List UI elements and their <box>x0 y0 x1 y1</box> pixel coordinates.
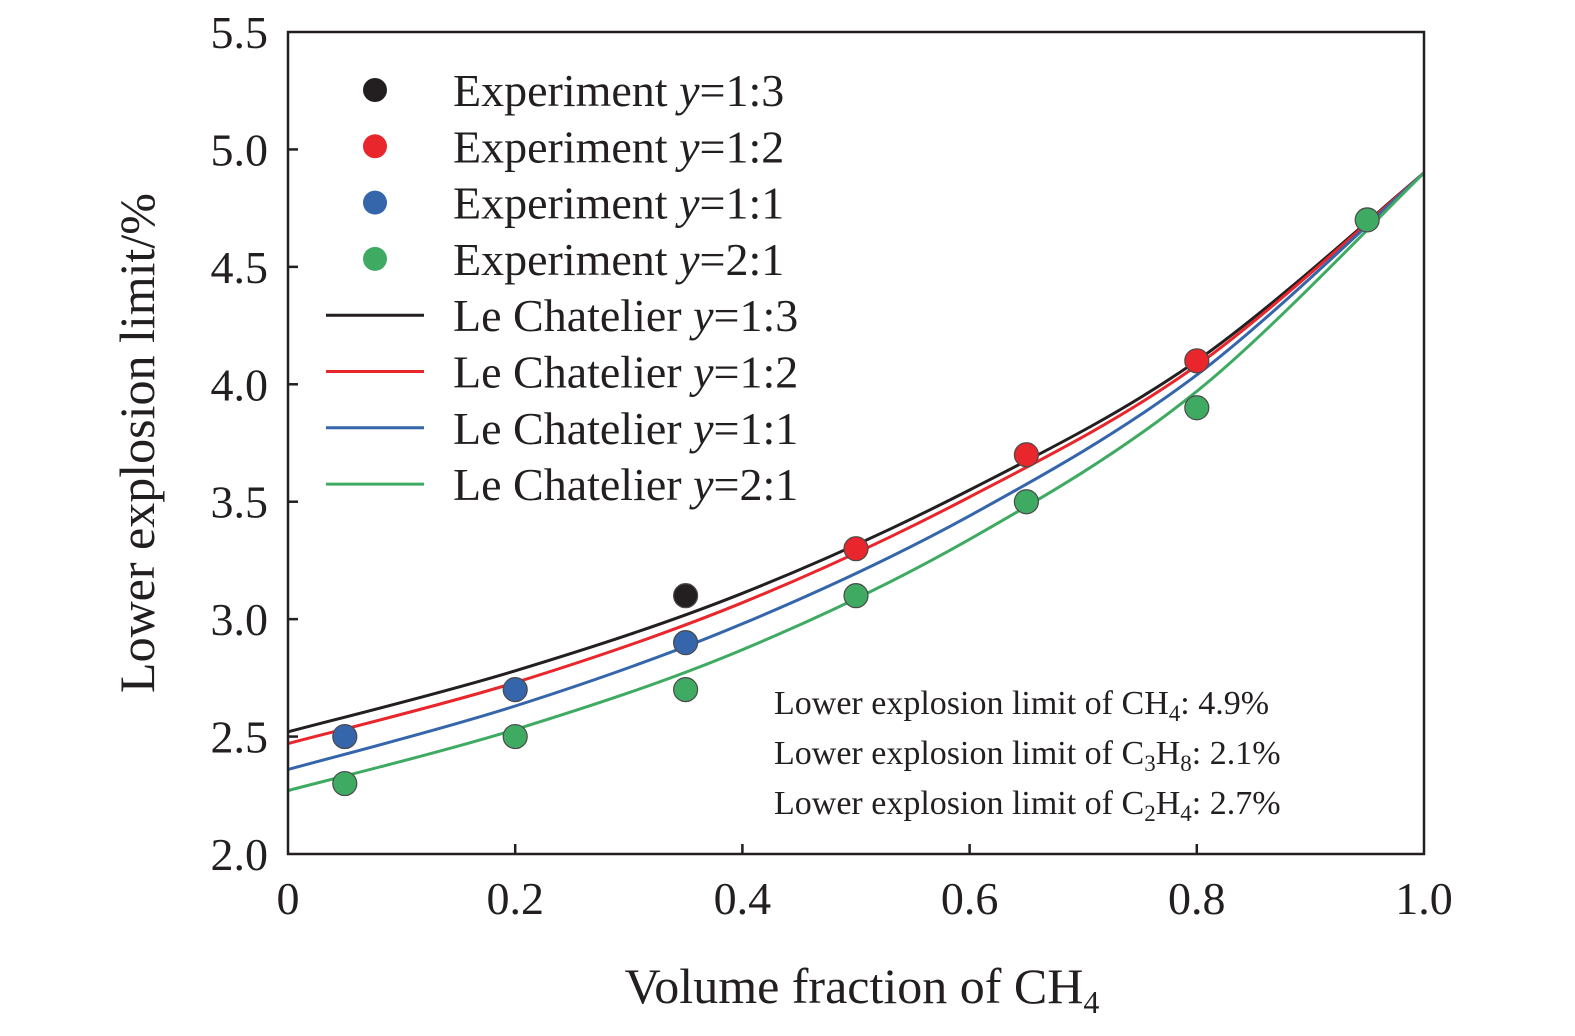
annotation-formula: H <box>1156 785 1181 822</box>
annotation-subscript: 4 <box>1180 801 1192 826</box>
legend-label: Le Chatelier y=2:1 <box>453 459 798 510</box>
legend-label-prefix: Experiment <box>453 178 679 229</box>
legend-label-ratio: =1:3 <box>700 65 785 116</box>
data-point <box>1184 395 1210 421</box>
data-point <box>843 583 869 609</box>
y-tick-label: 3.5 <box>211 477 269 528</box>
y-tick-label: 4.0 <box>211 359 269 410</box>
legend-label-variable: y <box>675 234 700 285</box>
data-point <box>843 536 869 562</box>
legend-label: Le Chatelier y=1:3 <box>453 290 798 341</box>
x-tick-label: 0.8 <box>1168 873 1226 924</box>
legend-marker <box>363 78 387 102</box>
legend-label-prefix: Le Chatelier <box>453 459 693 510</box>
legend-label-ratio: =1:1 <box>714 403 799 454</box>
annotation-prefix: Lower explosion limit of <box>774 735 1122 772</box>
y-tick-label: 3.0 <box>211 594 269 645</box>
annotation-suffix: : 2.1% <box>1192 735 1281 772</box>
legend-label: Experiment y=2:1 <box>453 234 784 285</box>
legend-label: Le Chatelier y=1:1 <box>453 403 798 454</box>
legend-label: Experiment y=1:2 <box>453 121 784 172</box>
data-point <box>672 583 699 609</box>
x-tick-label: 1.0 <box>1395 873 1453 924</box>
x-tick-label: 0.2 <box>486 873 544 924</box>
data-point <box>672 630 699 656</box>
annotation-subscript: 4 <box>1169 701 1181 726</box>
annotation-subscript: 2 <box>1144 801 1156 826</box>
annotation-prefix: Lower explosion limit of <box>774 685 1122 722</box>
model-curve <box>287 171 1425 771</box>
plot-frame <box>286 30 1426 856</box>
legend-label-ratio: =2:1 <box>714 459 799 510</box>
annotation-suffix: : 4.9% <box>1180 685 1269 722</box>
annotation-line: Lower explosion limit of C3H8: 2.1% <box>774 735 1281 776</box>
legend-label-variable: y <box>689 290 714 341</box>
x-axis-title-subscript: 4 <box>1083 984 1099 1020</box>
legend-label: Experiment y=1:1 <box>453 178 784 229</box>
data-point <box>502 676 528 703</box>
annotation-formula: C <box>1122 785 1145 822</box>
legend-label-prefix: Experiment <box>453 121 679 172</box>
annotation-formula: C <box>1122 735 1145 772</box>
legend-label-ratio: =1:1 <box>700 178 785 229</box>
data-point <box>502 723 528 750</box>
legend-label-ratio: =2:1 <box>700 234 785 285</box>
y-tick-label: 2.5 <box>211 712 269 763</box>
legend-label-prefix: Experiment <box>453 65 679 116</box>
legend-label-ratio: =1:3 <box>714 290 799 341</box>
legend-label-variable: y <box>689 403 714 454</box>
annotation-subscript: 3 <box>1144 751 1156 776</box>
legend-marker <box>363 190 387 215</box>
legend-label-prefix: Le Chatelier <box>453 290 693 341</box>
legend-label-variable: y <box>675 121 700 172</box>
legend-label-variable: y <box>689 459 714 510</box>
annotation-line: Lower explosion limit of CH4: 4.9% <box>774 685 1269 726</box>
data-point <box>1013 442 1040 468</box>
model-curves <box>287 171 1426 793</box>
model-curve <box>287 171 1426 793</box>
model-curve <box>287 171 1425 734</box>
annotation-suffix: : 2.7% <box>1192 785 1281 822</box>
legend-marker <box>363 246 387 271</box>
legend-label: Experiment y=1:3 <box>453 65 784 116</box>
legend-label-variable: y <box>689 347 714 398</box>
y-tick-label: 5.5 <box>211 7 269 58</box>
y-axis: 2.0 2.5 3.0 3.5 4.0 4.5 5.0 5.5 <box>211 7 298 880</box>
annotation-subscript: 8 <box>1180 751 1192 776</box>
annotations: Lower explosion limit of CH4: 4.9%Lower … <box>774 685 1281 826</box>
x-tick-label: 0.6 <box>941 873 999 924</box>
legend-label-prefix: Experiment <box>453 234 679 285</box>
legend-label-prefix: Le Chatelier <box>453 347 693 398</box>
legend-label-ratio: =1:2 <box>700 121 785 172</box>
data-point <box>332 723 358 750</box>
legend-label-prefix: Le Chatelier <box>453 403 693 454</box>
legend-marker <box>363 134 387 159</box>
data-point <box>1013 489 1040 515</box>
x-axis-title-text: Volume fraction of CH <box>625 958 1084 1014</box>
annotation-line: Lower explosion limit of C2H4: 2.7% <box>774 785 1281 826</box>
data-point <box>1354 207 1380 233</box>
experiment-points <box>332 207 1380 797</box>
x-axis: 0 0.2 0.4 0.6 0.8 1.0 <box>277 844 1453 924</box>
y-tick-label: 5.0 <box>211 124 269 175</box>
annotation-prefix: Lower explosion limit of <box>774 785 1122 822</box>
legend-label: Le Chatelier y=1:2 <box>453 347 798 398</box>
model-curve <box>287 171 1425 746</box>
legend-label-variable: y <box>675 178 700 229</box>
legend-label-ratio: =1:2 <box>714 347 799 398</box>
x-axis-title: Volume fraction of CH4 <box>625 958 1100 1020</box>
data-point <box>1184 348 1210 374</box>
annotation-formula: H <box>1156 735 1181 772</box>
annotation-formula: CH <box>1122 685 1169 722</box>
data-point <box>332 770 358 797</box>
legend-label-variable: y <box>675 65 700 116</box>
y-tick-label: 2.0 <box>211 829 269 880</box>
x-tick-label: 0.4 <box>714 873 772 924</box>
data-point <box>672 676 699 703</box>
y-axis-title: Lower explosion limit/% <box>109 193 165 693</box>
y-tick-label: 4.5 <box>211 242 269 293</box>
x-tick-label: 0 <box>277 873 300 924</box>
